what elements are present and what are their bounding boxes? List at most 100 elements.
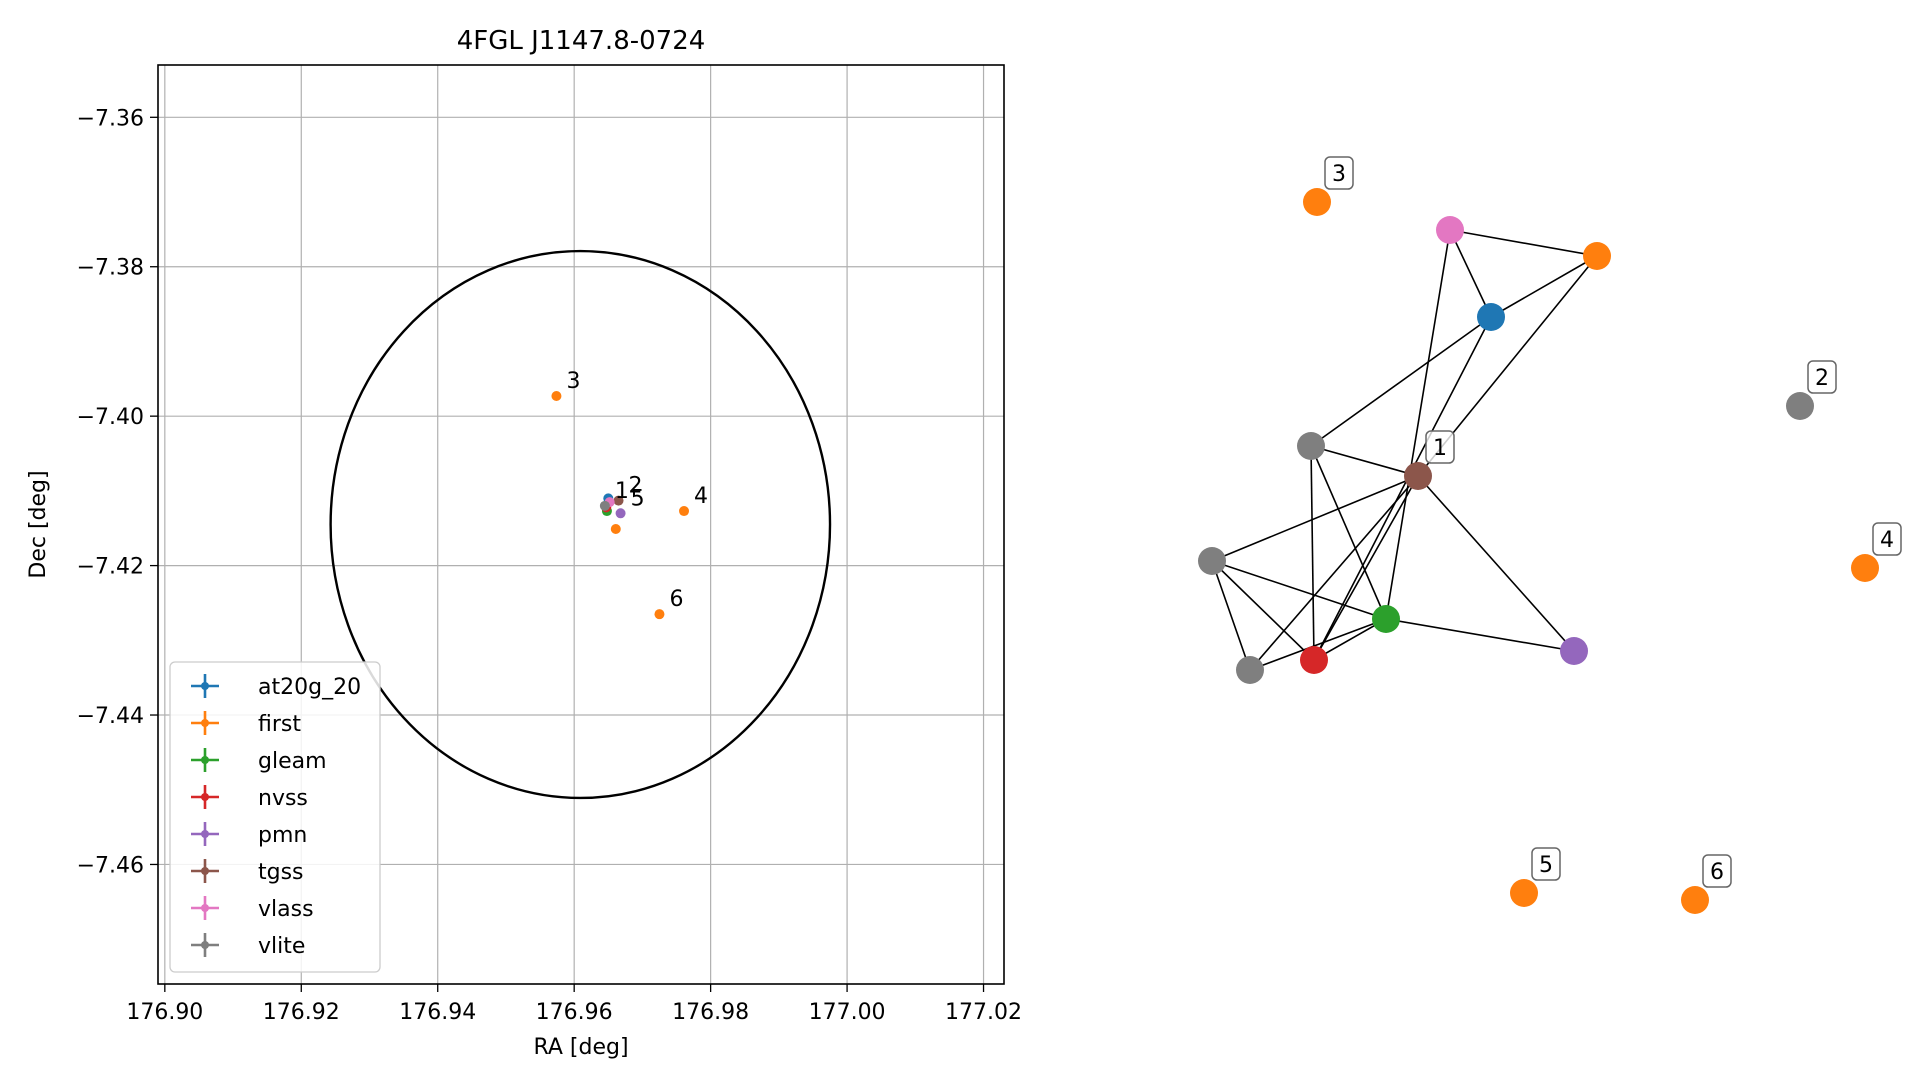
legend-entry: vlass [258,897,314,922]
point-label: 1 [615,479,629,504]
network-node [1300,646,1328,674]
network-edge [1310,445,1315,661]
network-edge [1211,475,1419,562]
legend-entry: at20g_20 [258,675,361,700]
node-label: 2 [1815,366,1829,391]
legend-marker-dot [201,904,209,912]
node-label: 3 [1332,162,1346,187]
network-nodes [1198,188,1879,914]
network-edge [1310,316,1492,447]
legend-marker-dot [201,830,209,838]
node-label-box [1531,847,1561,881]
network-node [1236,656,1264,684]
axes-frame [157,64,1005,985]
scatter-panel: 3 4 6 521 176.90 176.92 176.94 176.96 176.98 177… [26,26,1022,1060]
x-tick-label: 176.92 [263,1000,340,1025]
network-edge [1249,618,1387,671]
network-node [1510,879,1538,907]
error-circle-ring [329,249,832,800]
network-panel: 1 3 2 4 5 6 [1198,156,1902,914]
node-label-box [1807,360,1837,394]
y-axis-label: Dec [deg] [26,470,51,578]
network-edge [1211,560,1315,661]
network-node [1851,554,1879,582]
node-label-box [1702,854,1732,888]
point-first [654,609,665,620]
point-label: 2 [629,474,643,499]
point-first [679,506,690,517]
chart-title: 4FGL J1147.8-0724 [457,26,706,56]
network-edge [1385,229,1451,620]
node-label: 1 [1433,436,1447,461]
network-edge [1211,560,1387,620]
point-tgss [613,495,624,506]
x-tick-label: 176.98 [672,1000,749,1025]
legend-entry: nvss [258,786,308,811]
legend-marker-dot [201,756,209,764]
tick-labels: 176.90 176.92 176.94 176.96 176.98 177.00 177.… [77,106,1022,1025]
y-tick-label: −7.36 [77,106,144,131]
y-tick-label: −7.46 [77,853,144,878]
node-label: 6 [1710,860,1724,885]
network-node [1404,462,1432,490]
point-label: 4 [694,484,708,509]
point-label: 3 [566,369,580,394]
node-label: 4 [1880,528,1894,553]
axis-ticks [150,116,985,992]
legend-entry: pmn [258,823,307,848]
point-label: 5 [631,486,645,511]
point-first [551,390,562,401]
legend-entry: first [258,712,301,737]
point-first [610,523,621,534]
network-edge [1310,445,1387,620]
network-node-labels: 1 3 2 4 5 6 [1324,156,1902,888]
point-vlite [599,500,610,511]
y-tick-label: −7.42 [77,555,144,580]
network-edge [1417,475,1575,652]
legend-entry: vlite [258,934,305,959]
network-node [1198,547,1226,575]
network-edge [1385,618,1575,652]
point-labels: 3 4 6 521 [566,369,708,612]
network-edge [1249,475,1419,671]
legend-box [169,661,381,973]
point-label: 6 [669,587,683,612]
network-node [1297,432,1325,460]
network-edge [1211,560,1251,671]
network-node [1303,188,1331,216]
node-label-box [1324,156,1354,190]
node-label-box [1872,522,1902,556]
legend-entry: gleam [258,749,327,774]
node-label-box [1425,430,1455,464]
network-node [1681,886,1709,914]
legend-marker-dot [201,682,209,690]
network-edge [1313,475,1419,661]
x-tick-label: 176.96 [536,1000,613,1025]
network-node [1560,637,1588,665]
legend-entry: tgss [258,860,304,885]
network-edge [1310,445,1419,477]
legend-marker-dot [201,867,209,875]
network-edge [1449,229,1598,257]
point-pmn [615,508,626,519]
x-tick-label: 177.02 [945,1000,1022,1025]
y-tick-label: −7.44 [77,704,144,729]
network-node [1477,303,1505,331]
x-tick-label: 176.94 [399,1000,476,1025]
network-node [1436,216,1464,244]
network-edge [1449,229,1492,318]
node-label: 5 [1539,853,1553,878]
x-tick-label: 176.90 [126,1000,203,1025]
network-node [1583,242,1611,270]
x-axis-label: RA [deg] [533,1035,628,1060]
legend-marker-dot [201,719,209,727]
data-points [551,390,690,620]
network-node [1786,392,1814,420]
network-node [1372,605,1400,633]
y-tick-label: −7.38 [77,256,144,281]
error-circle [329,249,832,800]
network-edges [1211,229,1598,671]
network-edge [1313,316,1492,661]
